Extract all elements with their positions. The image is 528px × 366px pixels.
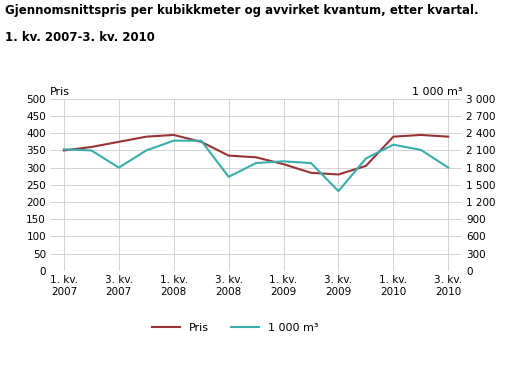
- Text: 1. kv. 2007-3. kv. 2010: 1. kv. 2007-3. kv. 2010: [5, 31, 155, 44]
- Text: Gjennomsnittspris per kubikkmeter og avvirket kvantum, etter kvartal.: Gjennomsnittspris per kubikkmeter og avv…: [5, 4, 479, 17]
- 1 000 m³: [390, 142, 397, 147]
- 1 000 m³: [363, 156, 369, 161]
- 1 000 m³: [445, 165, 451, 170]
- Line: Pris: Pris: [64, 135, 448, 175]
- 1 000 m³: [143, 148, 149, 153]
- Pris: [253, 155, 259, 160]
- 1 000 m³: [253, 161, 259, 165]
- Pris: [171, 133, 177, 137]
- Pris: [308, 171, 314, 175]
- Pris: [445, 134, 451, 139]
- Pris: [418, 133, 424, 137]
- 1 000 m³: [88, 148, 95, 153]
- Legend: Pris, 1 000 m³: Pris, 1 000 m³: [148, 318, 323, 337]
- 1 000 m³: [335, 189, 342, 193]
- Pris: [88, 145, 95, 149]
- 1 000 m³: [280, 159, 287, 164]
- Text: 1 000 m³: 1 000 m³: [411, 87, 462, 97]
- Pris: [198, 139, 204, 144]
- Pris: [61, 148, 67, 153]
- 1 000 m³: [418, 147, 424, 152]
- Pris: [335, 172, 342, 177]
- Text: Pris: Pris: [50, 87, 70, 97]
- Pris: [390, 134, 397, 139]
- Pris: [225, 153, 232, 158]
- 1 000 m³: [116, 165, 122, 170]
- Pris: [280, 162, 287, 167]
- 1 000 m³: [225, 175, 232, 179]
- Pris: [363, 164, 369, 168]
- Pris: [143, 134, 149, 139]
- Line: 1 000 m³: 1 000 m³: [64, 141, 448, 191]
- 1 000 m³: [61, 147, 67, 152]
- 1 000 m³: [308, 161, 314, 165]
- Pris: [116, 139, 122, 144]
- 1 000 m³: [198, 138, 204, 143]
- 1 000 m³: [171, 138, 177, 143]
